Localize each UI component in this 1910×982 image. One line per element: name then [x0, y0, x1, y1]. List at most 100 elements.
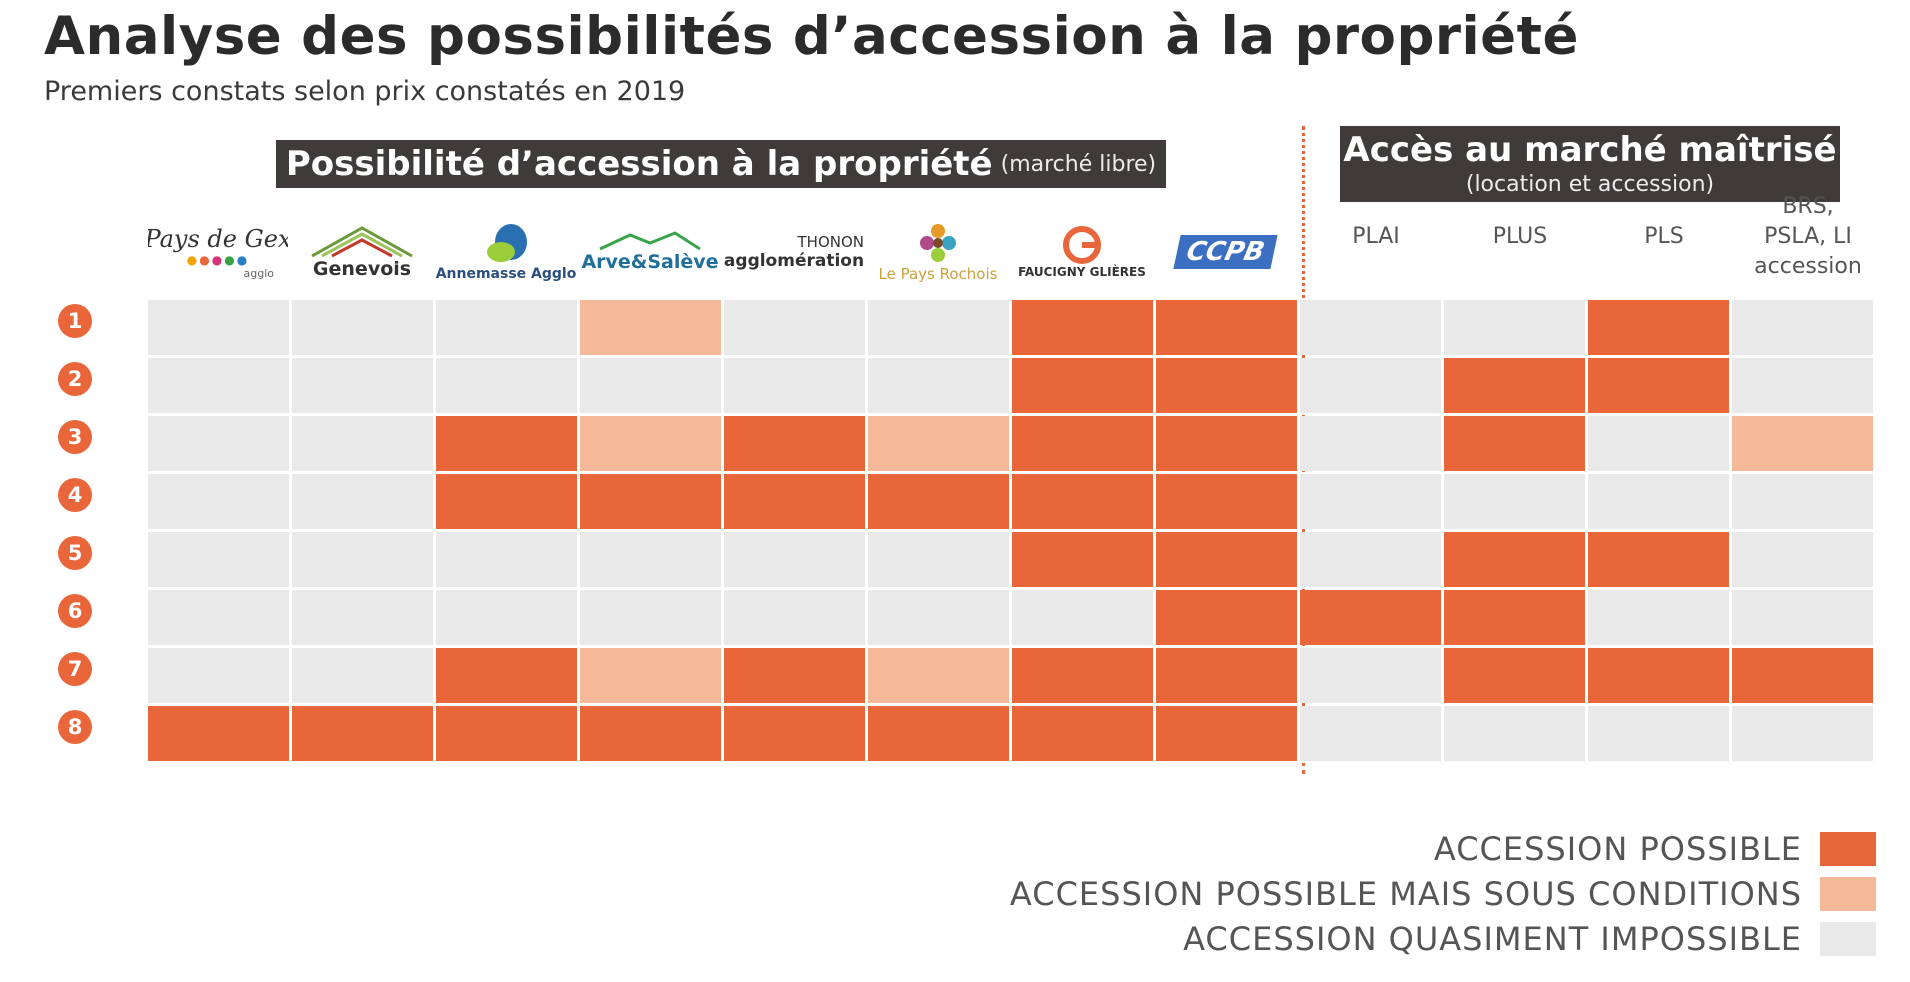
- column-header-pls: PLS: [1644, 224, 1684, 249]
- flower-icon: [920, 224, 956, 262]
- heatmap-cell-r2-c3: [436, 358, 577, 413]
- ccpb-badge-icon: CCPB: [1173, 235, 1279, 269]
- heatmap-cell-r2-c6: [868, 358, 1009, 413]
- heatmap-cell-r7-c5: [724, 648, 865, 703]
- legend-swatch-possible: [1820, 832, 1876, 866]
- heatmap-cell-r8-c11: [1588, 706, 1729, 761]
- column-header-plai: PLAI: [1352, 224, 1400, 249]
- heatmap-cell-r2-c7: [1012, 358, 1153, 413]
- genevois-logo-text: Genevois: [312, 258, 412, 280]
- chart-title: Analyse des possibilités d’accession à l…: [44, 6, 1579, 67]
- heatmap-cell-r4-c7: [1012, 474, 1153, 529]
- heatmap-cell-r8-c6: [868, 706, 1009, 761]
- heatmap-cell-r7-c4: [580, 648, 721, 703]
- heatmap-cell-r6-c10: [1444, 590, 1585, 645]
- row-badge-6: 6: [58, 594, 92, 628]
- heatmap-cell-r6-c1: [148, 590, 289, 645]
- heatmap-cell-r1-c4: [580, 300, 721, 355]
- row-badge-4: 4: [58, 478, 92, 512]
- pays-de-gex-logo-sub: agglo: [243, 266, 275, 280]
- heatmap-cell-r5-c1: [148, 532, 289, 587]
- leaf-drop-icon: [487, 224, 527, 262]
- annemasse-agglo-logo-text: Annemasse Agglo: [436, 266, 576, 282]
- heatmap-cell-r8-c9: [1300, 706, 1441, 761]
- heatmap-cell-r2-c5: [724, 358, 865, 413]
- genevois-logo: Genevois: [292, 210, 432, 294]
- ccpb-logo: CCPB: [1156, 210, 1296, 294]
- heatmap-cell-r4-c2: [292, 474, 433, 529]
- heatmap-cell-r4-c12: [1732, 474, 1873, 529]
- heatmap-cell-r5-c5: [724, 532, 865, 587]
- section-divider: [1302, 126, 1305, 774]
- legend-swatch-impossible: [1820, 922, 1876, 956]
- heatmap-cell-r7-c11: [1588, 648, 1729, 703]
- heatmap-cell-r1-c10: [1444, 300, 1585, 355]
- heatmap-cell-r2-c12: [1732, 358, 1873, 413]
- mountain-outline-icon: [599, 231, 701, 251]
- heatmap-cell-r3-c2: [292, 416, 433, 471]
- heatmap-cell-r1-c9: [1300, 300, 1441, 355]
- free-market-banner-note: (marché libre): [1000, 151, 1157, 177]
- heatmap-cell-r1-c5: [724, 300, 865, 355]
- heatmap-cell-r6-c8: [1156, 590, 1297, 645]
- heatmap-cell-r4-c4: [580, 474, 721, 529]
- heatmap-cell-r3-c3: [436, 416, 577, 471]
- heatmap-cell-r3-c12: [1732, 416, 1873, 471]
- heatmap-cell-r6-c9: [1300, 590, 1441, 645]
- arve-saleve-logo-text: Arve&Salève: [581, 251, 719, 273]
- heatmap-cell-r8-c3: [436, 706, 577, 761]
- heatmap-cell-r2-c8: [1156, 358, 1297, 413]
- heatmap-cell-r1-c7: [1012, 300, 1153, 355]
- column-header-brs-psla: BRS, PSLA, LI accession: [1754, 194, 1862, 279]
- heatmap-cell-r8-c4: [580, 706, 721, 761]
- heatmap-cell-r8-c12: [1732, 706, 1873, 761]
- heatmap-cell-r3-c7: [1012, 416, 1153, 471]
- heatmap-cell-r4-c3: [436, 474, 577, 529]
- heatmap-cell-r4-c11: [1588, 474, 1729, 529]
- heatmap-cell-r5-c7: [1012, 532, 1153, 587]
- thonon-agglomeration-logo: THONON agglomération: [724, 210, 864, 294]
- controlled-market-banner: Accès au marché maîtrisé (location et ac…: [1340, 126, 1840, 202]
- pays-de-gex-logo-text: Pays de Gex: [148, 224, 288, 253]
- heatmap-cell-r3-c9: [1300, 416, 1441, 471]
- pays-de-gex-logo: Pays de Gex ●●●●● agglo: [148, 210, 288, 294]
- heatmap-cell-r6-c7: [1012, 590, 1153, 645]
- heatmap-cell-r7-c3: [436, 648, 577, 703]
- legend-label-impossible: ACCESSION QUASIMENT IMPOSSIBLE: [1183, 920, 1802, 958]
- heatmap-cell-r3-c6: [868, 416, 1009, 471]
- heatmap-cell-r2-c1: [148, 358, 289, 413]
- row-badge-3: 3: [58, 420, 92, 454]
- heatmap-cell-r8-c7: [1012, 706, 1153, 761]
- faucigny-glieres-logo: FAUCIGNY GLIÈRES: [1012, 210, 1152, 294]
- row-badge-2: 2: [58, 362, 92, 396]
- heatmap-cell-r1-c2: [292, 300, 433, 355]
- heatmap-cell-r4-c5: [724, 474, 865, 529]
- heatmap-cell-r7-c7: [1012, 648, 1153, 703]
- free-market-banner: Possibilité d’accession à la propriété (…: [276, 140, 1166, 188]
- thonon-logo-bottom: agglomération: [724, 251, 864, 271]
- heatmap-cell-r8-c1: [148, 706, 289, 761]
- heatmap-cell-r4-c10: [1444, 474, 1585, 529]
- heatmap-cell-r5-c8: [1156, 532, 1297, 587]
- heatmap-cell-r7-c10: [1444, 648, 1585, 703]
- heatmap-cell-r4-c1: [148, 474, 289, 529]
- heatmap-cell-r6-c4: [580, 590, 721, 645]
- thonon-logo-top: THONON: [797, 233, 865, 251]
- heatmap-cell-r8-c5: [724, 706, 865, 761]
- dots-icon: ●●●●●: [186, 252, 250, 267]
- heatmap-cell-r6-c2: [292, 590, 433, 645]
- heatmap-cell-r6-c5: [724, 590, 865, 645]
- heatmap-cell-r5-c4: [580, 532, 721, 587]
- free-market-banner-title: Possibilité d’accession à la propriété: [285, 144, 993, 184]
- controlled-market-banner-title: Accès au marché maîtrisé: [1343, 130, 1837, 170]
- heatmap-cell-r3-c10: [1444, 416, 1585, 471]
- heatmap-cell-r3-c11: [1588, 416, 1729, 471]
- mountain-stripes-icon: [311, 226, 413, 258]
- heatmap-cell-r2-c10: [1444, 358, 1585, 413]
- heatmap-cell-r4-c8: [1156, 474, 1297, 529]
- heatmap-cell-r7-c2: [292, 648, 433, 703]
- heatmap-cell-r7-c6: [868, 648, 1009, 703]
- heatmap-cell-r3-c5: [724, 416, 865, 471]
- heatmap-cell-r3-c1: [148, 416, 289, 471]
- heatmap-cell-r1-c11: [1588, 300, 1729, 355]
